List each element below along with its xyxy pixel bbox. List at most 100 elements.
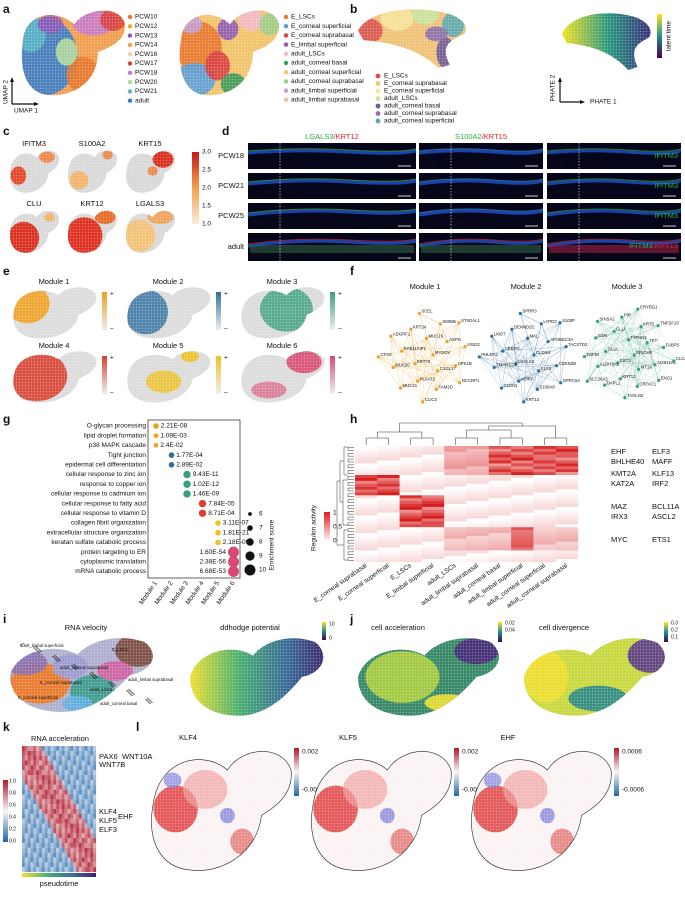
micrograph — [419, 203, 543, 229]
heatmap-cell — [76, 823, 80, 829]
heatmap-cell — [555, 521, 579, 525]
heatmap-cell — [47, 857, 51, 863]
heatmap-cell — [555, 475, 579, 479]
heatmap-cell — [59, 813, 62, 819]
heatmap-cell — [511, 556, 534, 560]
heatmap-cell — [33, 862, 37, 868]
heatmap-cell — [67, 867, 71, 873]
heatmap-cell — [355, 524, 378, 528]
heatmap-cell — [70, 760, 74, 766]
heatmap-cell — [84, 765, 88, 771]
heatmap-cell — [377, 521, 400, 525]
heatmap-cell — [47, 784, 51, 790]
heatmap-cell — [24, 828, 28, 834]
cluster-label: E_corneal superficial — [18, 695, 58, 700]
gene-label: ASPG — [449, 337, 462, 342]
network-edge — [634, 354, 638, 387]
heatmap-cell — [87, 867, 91, 873]
enrichment-dot — [198, 499, 207, 508]
network-edge — [419, 313, 441, 324]
network-edge — [604, 378, 621, 386]
heatmap-cell — [70, 799, 74, 805]
panel-label: c — [3, 124, 10, 138]
network-edge — [390, 336, 401, 389]
heatmap-cell — [90, 847, 94, 853]
heatmap-cell — [377, 448, 400, 452]
heatmap-cell — [377, 460, 400, 464]
heatmap-cell — [61, 804, 65, 810]
heatmap-cell — [444, 489, 467, 493]
heatmap-cell — [76, 847, 80, 853]
heatmap-cell — [87, 833, 91, 839]
panel-title: RNA velocity — [65, 623, 108, 632]
heatmap-cell — [355, 535, 378, 539]
heatmap-cell — [22, 847, 25, 853]
velocity-arrow — [147, 700, 153, 704]
tissue-layer — [418, 179, 544, 186]
velocity-arrow — [73, 666, 79, 670]
legend-label: adult_corneal superficial — [291, 69, 362, 76]
heatmap-cell — [511, 535, 534, 539]
heatmap-cell — [67, 809, 71, 814]
heatmap-cell — [47, 760, 51, 766]
network-edge — [518, 346, 567, 382]
heatmap-cell — [399, 541, 423, 545]
heatmap-cell — [87, 842, 91, 848]
network-node — [635, 384, 639, 388]
heatmap-cell — [47, 775, 51, 781]
heatmap-cell — [59, 804, 62, 810]
heatmap-cell — [33, 813, 37, 819]
network-edge — [518, 365, 557, 382]
cloud-outline — [472, 751, 612, 870]
heatmap-cell — [466, 495, 489, 499]
p-value: 1.09E-03 — [160, 432, 187, 439]
heatmap-cell — [355, 530, 378, 534]
heatmap-cell — [24, 813, 28, 819]
heatmap-cell — [488, 535, 512, 539]
network-title: Module 1 — [410, 282, 441, 291]
heatmap-cell — [73, 818, 77, 824]
enrichment-dot — [168, 452, 175, 458]
network-edge — [417, 365, 456, 382]
network-node — [445, 340, 449, 344]
heatmap-cell — [53, 813, 57, 819]
velocity-arrow — [74, 667, 80, 671]
heatmap-cell — [421, 547, 445, 551]
network-node — [537, 369, 541, 373]
network-edge — [587, 381, 625, 398]
legend-label: 10 — [259, 567, 267, 574]
network-edge — [604, 354, 635, 386]
heatmap-cell — [59, 760, 62, 766]
colorbar-tick: 0.0 — [9, 838, 16, 844]
network-edge — [479, 356, 538, 390]
heatmap-cell — [511, 460, 534, 464]
network-node — [458, 381, 462, 385]
heatmap-cell — [70, 779, 74, 785]
network-edge — [400, 370, 438, 389]
heatmap-cell — [511, 553, 534, 557]
network-edge — [393, 365, 456, 368]
heatmap-cell — [377, 495, 400, 499]
heatmap-cell — [399, 483, 423, 487]
network-node — [595, 319, 599, 323]
network-edge — [537, 322, 561, 390]
network-edge — [414, 363, 456, 366]
legend-dot — [283, 33, 289, 38]
network-edge — [501, 329, 513, 389]
tissue-layer — [546, 209, 682, 217]
heatmap-cell — [399, 457, 423, 461]
velocity-arrow — [88, 671, 94, 675]
panel-label: l — [136, 720, 139, 734]
heatmap-cell — [36, 857, 40, 863]
network-edge — [440, 323, 448, 342]
heatmap-cell — [47, 867, 51, 873]
cloud-outline — [312, 751, 452, 870]
heatmap-cell — [466, 512, 489, 516]
network-edge — [390, 336, 423, 402]
heatmap-cell — [84, 828, 88, 834]
network-edge — [604, 351, 606, 386]
heatmap-cell — [53, 867, 57, 873]
heatmap-cell — [87, 746, 91, 751]
tissue-layer — [546, 239, 682, 248]
heatmap-cell — [33, 789, 37, 795]
